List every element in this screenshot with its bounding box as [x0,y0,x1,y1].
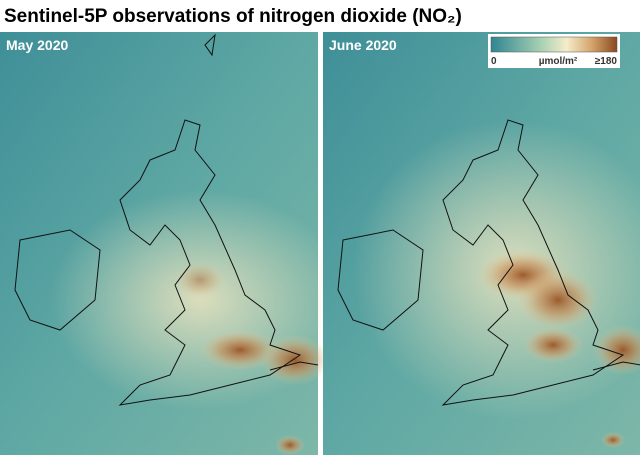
map-panel-may: May 2020 [0,32,350,455]
panel-label: June 2020 [329,37,397,53]
colorbar: 0 µmol/m² ≥180 [488,34,620,68]
colorbar-min: 0 [491,56,497,67]
title: Sentinel-5P observations of nitrogen dio… [4,6,462,27]
panel-label: May 2020 [6,37,68,53]
colorbar-unit: µmol/m² [539,56,578,67]
colorbar-max: ≥180 [595,56,618,67]
map-panel-june: June 2020 [323,32,640,455]
